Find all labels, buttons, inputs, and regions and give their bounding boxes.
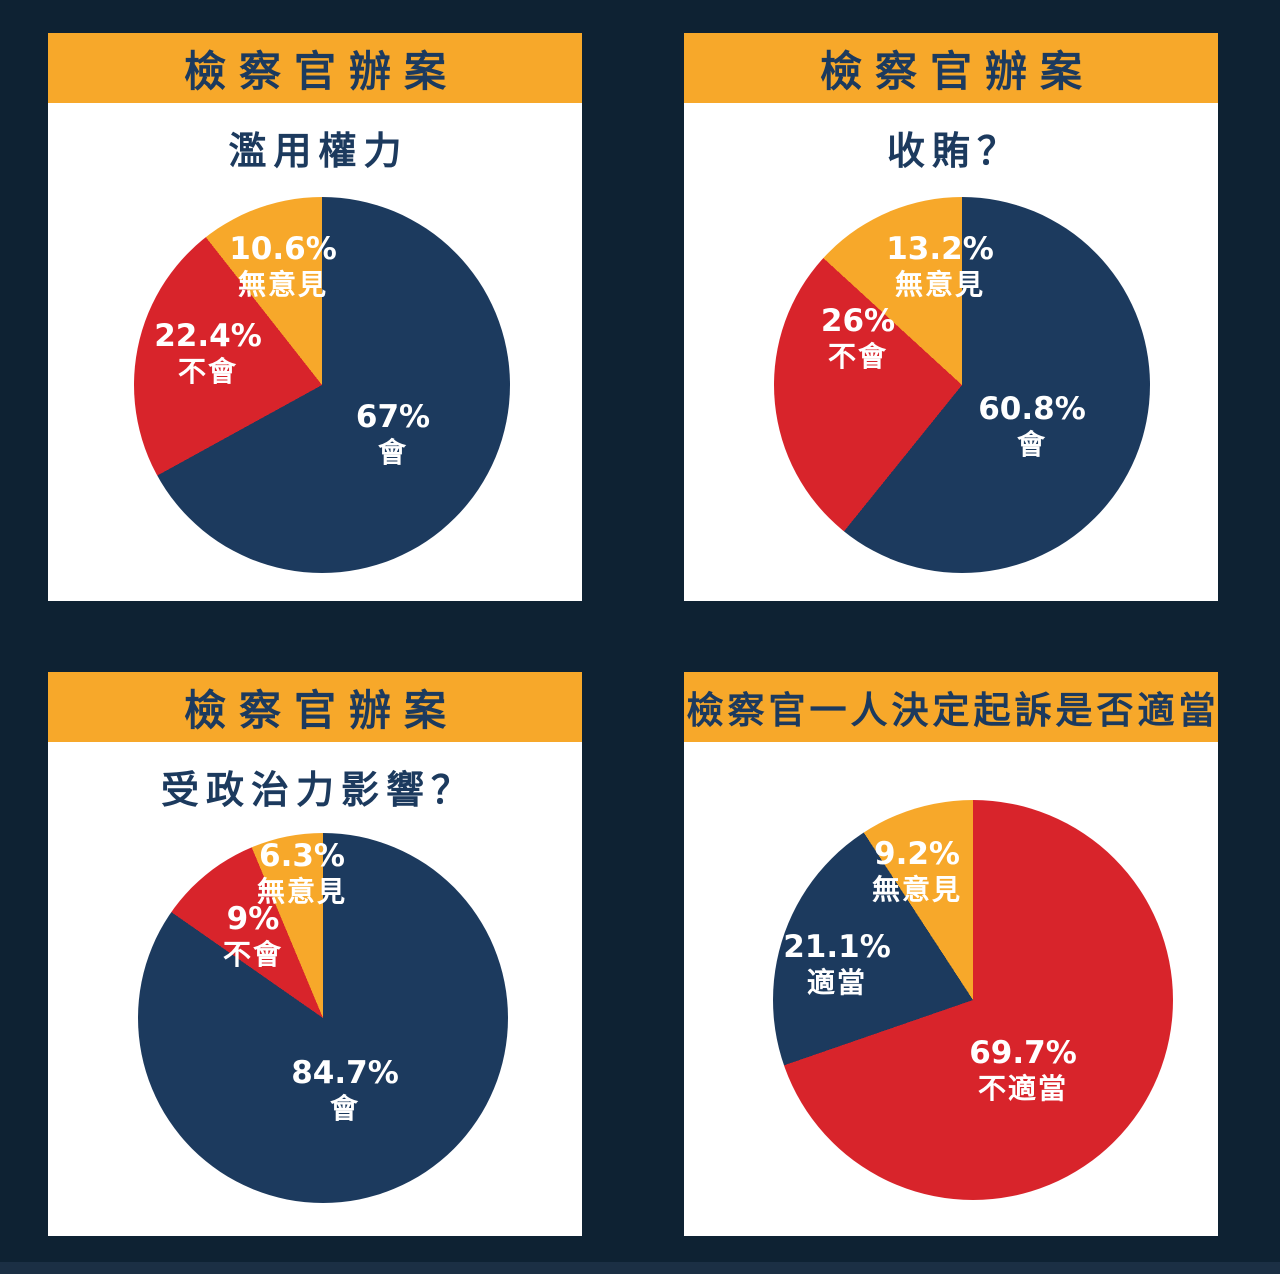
card-header: 檢察官辦案 (48, 33, 582, 103)
pie-chart (774, 197, 1150, 573)
pie-chart (134, 197, 510, 573)
card-title: 檢察官辦案 (183, 685, 459, 735)
card-header: 檢察官辦案 (48, 672, 582, 742)
card-bribery: 檢察官辦案 收賄？ 60.8% 會 26% 不會 13.2% 無意見 (684, 33, 1218, 601)
card-subtitle: 濫用權力 (228, 129, 409, 173)
pie-chart (138, 833, 508, 1203)
card-single-prosecutor-decision: 檢察官一人決定起訴是否適當 69.7% 不適當 21.1% 適當 9.2% 無意… (684, 672, 1218, 1236)
card-title: 檢察官辦案 (183, 46, 459, 96)
card-title: 檢察官一人決定起訴是否適當 (686, 689, 1220, 732)
card-header: 檢察官一人決定起訴是否適當 (684, 672, 1218, 742)
card-subtitle: 收賄？ (886, 129, 1022, 173)
card-abuse-of-power: 檢察官辦案 濫用權力 67% 會 22.4% 不會 10.6% 無意見 (48, 33, 582, 601)
card-title: 檢察官辦案 (819, 46, 1095, 96)
pie-chart (773, 800, 1173, 1200)
card-political-influence: 檢察官辦案 受政治力影響？ 84.7% 會 9% 不會 6.3% 無意見 (48, 672, 582, 1236)
card-header: 檢察官辦案 (684, 33, 1218, 103)
bottom-edge-strip (0, 1262, 1280, 1274)
card-subtitle: 受政治力影響？ (160, 768, 476, 812)
